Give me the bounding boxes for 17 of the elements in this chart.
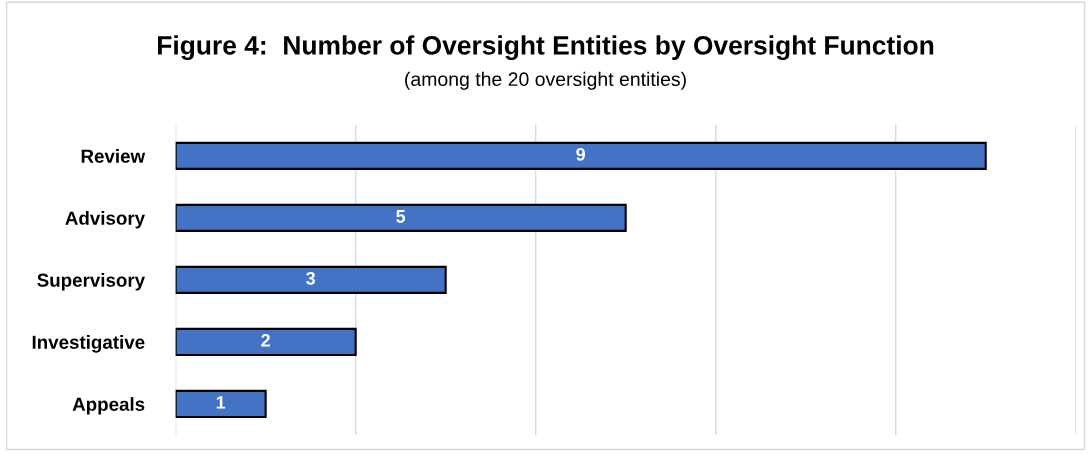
y-tick-label: Advisory bbox=[65, 211, 145, 229]
y-tick-label: Investigative bbox=[32, 335, 145, 353]
data-label: 3 bbox=[306, 271, 316, 285]
data-label: 2 bbox=[261, 333, 270, 347]
bar bbox=[175, 265, 447, 294]
y-tick-label: Appeals bbox=[72, 397, 145, 415]
y-tick-label: Review bbox=[81, 149, 146, 163]
data-label: 5 bbox=[396, 210, 406, 223]
bar bbox=[175, 389, 267, 418]
chart-title: Figure 4: Number of Oversight Entities by Oversight Function bbox=[158, 35, 934, 61]
bar bbox=[175, 203, 627, 232]
bar bbox=[175, 327, 357, 356]
bar bbox=[175, 141, 987, 170]
y-tick-label: Supervisory bbox=[37, 273, 145, 291]
chart-subtitle: (among the 20 oversight entities) bbox=[405, 71, 686, 90]
data-label: 1 bbox=[216, 396, 226, 409]
data-label: 9 bbox=[576, 147, 586, 161]
